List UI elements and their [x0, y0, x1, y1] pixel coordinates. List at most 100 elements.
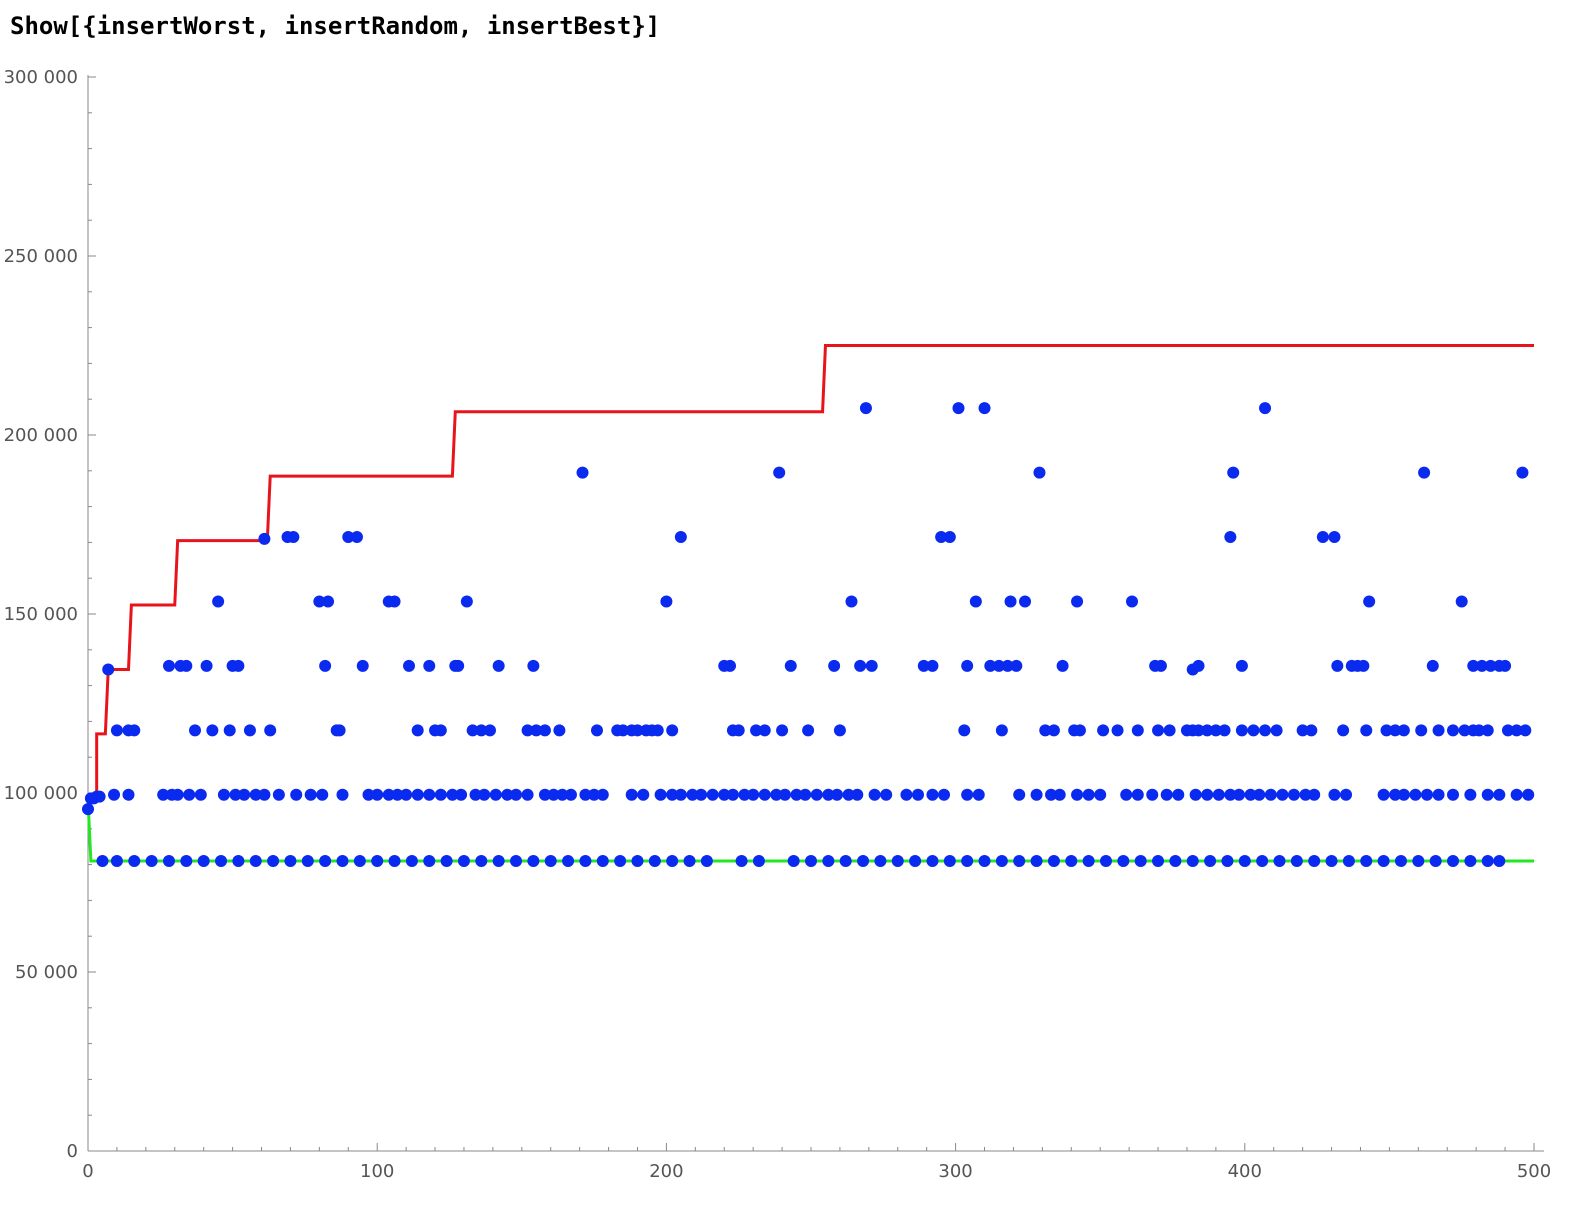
data-point: [666, 724, 679, 737]
data-point: [180, 855, 193, 868]
data-point: [1464, 855, 1477, 868]
data-point: [1455, 595, 1468, 608]
data-point: [290, 788, 303, 801]
data-point: [1233, 788, 1246, 801]
data-point: [457, 855, 470, 868]
data-point: [590, 724, 603, 737]
data-point: [1389, 788, 1402, 801]
data-point: [1308, 855, 1321, 868]
data-point: [371, 855, 384, 868]
data-point: [1432, 724, 1445, 737]
data-point: [596, 855, 609, 868]
data-point: [1259, 724, 1272, 737]
data-point: [238, 788, 251, 801]
data-point: [110, 855, 123, 868]
data-point: [1377, 855, 1390, 868]
data-point: [1516, 466, 1529, 479]
data-point: [1001, 659, 1014, 672]
data-point: [1377, 788, 1390, 801]
data-point: [530, 724, 543, 737]
data-point: [371, 788, 384, 801]
data-point: [1033, 466, 1046, 479]
data-point: [822, 788, 835, 801]
data-point: [405, 855, 418, 868]
data-point: [1308, 788, 1321, 801]
data-point: [162, 659, 175, 672]
data-point: [579, 788, 592, 801]
data-point: [1340, 788, 1353, 801]
data-point: [215, 855, 228, 868]
data-point: [978, 402, 991, 415]
data-point: [1273, 855, 1286, 868]
data-point: [1209, 724, 1222, 737]
data-point: [455, 788, 468, 801]
data-point: [217, 788, 230, 801]
data-point: [969, 595, 982, 608]
data-point: [1244, 788, 1257, 801]
data-point: [521, 788, 534, 801]
data-point: [469, 788, 482, 801]
data-point: [992, 659, 1005, 672]
data-point: [122, 788, 135, 801]
data-point: [1235, 659, 1248, 672]
data-point: [128, 724, 141, 737]
data-point: [1499, 659, 1512, 672]
data-point: [805, 855, 817, 868]
data-point: [391, 788, 404, 801]
data-point: [1192, 659, 1205, 672]
series-layer: [82, 344, 1535, 868]
data-point: [1172, 788, 1185, 801]
data-point: [912, 788, 924, 801]
data-point: [770, 788, 783, 801]
data-point: [874, 855, 887, 868]
y-tick-label: 0: [67, 1141, 78, 1162]
data-point: [1013, 788, 1026, 801]
data-point: [1447, 788, 1460, 801]
data-point: [579, 855, 592, 868]
data-point: [200, 659, 213, 672]
series-line-red: [86, 344, 1534, 810]
data-point: [952, 402, 965, 415]
data-point: [637, 788, 650, 801]
data-point: [319, 855, 332, 868]
data-point: [478, 788, 491, 801]
axes: [87, 75, 1544, 1152]
data-point: [1328, 531, 1341, 544]
data-point: [750, 724, 763, 737]
data-point: [1394, 855, 1407, 868]
data-point: [1224, 788, 1237, 801]
data-point: [1204, 855, 1217, 868]
data-point: [197, 855, 210, 868]
data-point: [674, 531, 687, 544]
data-point: [1510, 788, 1523, 801]
data-point: [206, 724, 219, 737]
data-point: [423, 659, 436, 672]
data-point: [1235, 724, 1248, 737]
data-point: [654, 788, 667, 801]
data-point: [521, 724, 534, 737]
data-point: [1380, 724, 1393, 737]
data-point: [596, 788, 609, 801]
y-tick-label: 200 000: [4, 425, 78, 446]
data-point: [787, 855, 800, 868]
y-tick-label: 300 000: [4, 67, 78, 88]
data-point: [1426, 659, 1439, 672]
data-point: [1053, 788, 1066, 801]
data-point: [544, 855, 557, 868]
x-tick-label: 200: [649, 1161, 683, 1182]
data-point: [625, 788, 638, 801]
data-point: [1039, 724, 1052, 737]
data-point: [1481, 855, 1494, 868]
data-point: [1169, 855, 1182, 868]
data-point: [284, 855, 297, 868]
data-point: [403, 659, 416, 672]
data-point: [1256, 855, 1269, 868]
data-point: [411, 724, 424, 737]
data-point: [350, 531, 363, 544]
data-point: [382, 788, 395, 801]
data-point: [1316, 531, 1329, 544]
data-point: [1047, 855, 1060, 868]
data-point: [938, 788, 951, 801]
data-point: [828, 659, 841, 672]
data-point: [758, 788, 771, 801]
